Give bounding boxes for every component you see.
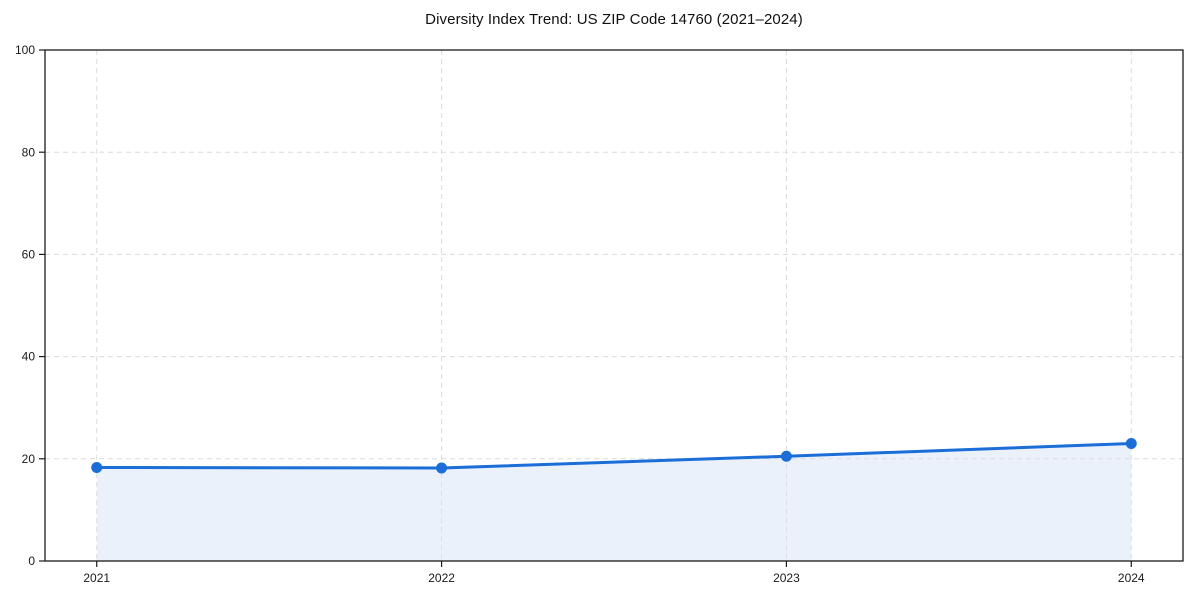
y-tick-label: 100 [15, 43, 35, 57]
x-tick-label: 2024 [1118, 571, 1145, 585]
y-tick-label: 40 [22, 350, 36, 364]
data-point-2022 [436, 462, 448, 474]
data-point-2023 [780, 450, 792, 462]
x-tick-label: 2023 [773, 571, 800, 585]
chart-title: Diversity Index Trend: US ZIP Code 14760… [425, 11, 803, 28]
trend-area [96, 443, 1132, 561]
data-point-2021 [91, 461, 103, 473]
x-tick-label: 2022 [428, 571, 455, 585]
y-tick-label: 80 [22, 145, 36, 159]
x-tick-label: 2021 [83, 571, 110, 585]
data-point-2024 [1125, 437, 1137, 449]
plot-border [44, 49, 1184, 562]
y-tick-label: 0 [28, 554, 35, 568]
y-tick-label: 60 [22, 247, 36, 261]
trend-line [96, 441, 1132, 470]
y-tick-label: 20 [22, 452, 36, 466]
